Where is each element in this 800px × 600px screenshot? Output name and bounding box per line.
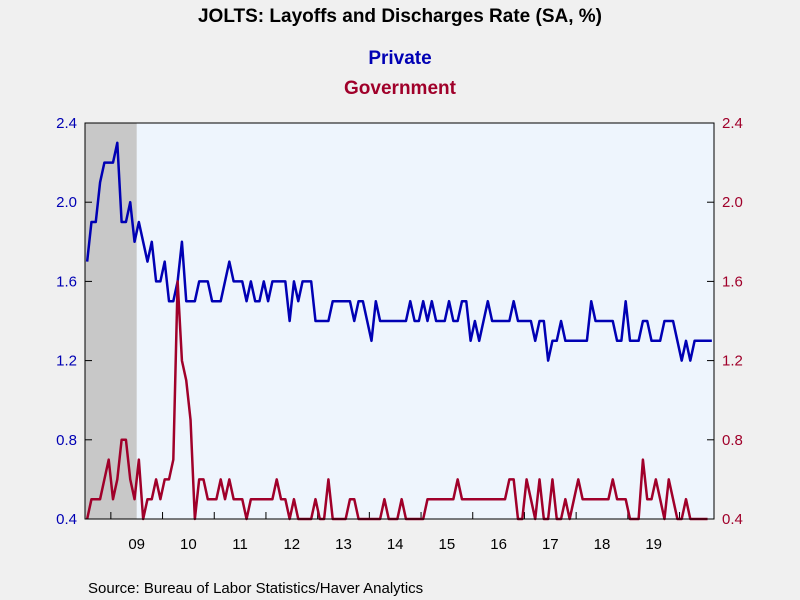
left-tick-label: 2.4 [56,115,77,132]
legend-government: Government [344,78,457,99]
x-tick-label: 11 [232,536,248,553]
right-tick-label: 1.2 [722,353,743,370]
x-tick-label: 17 [542,536,559,553]
source-note: Source: Bureau of Labor Statistics/Haver… [88,580,423,597]
left-tick-label: 0.4 [56,511,77,528]
chart-title: JOLTS: Layoffs and Discharges Rate (SA, … [198,6,602,27]
right-tick-label: 0.4 [722,511,743,528]
x-tick-label: 16 [490,536,507,553]
x-tick-label: 13 [335,536,352,553]
x-tick-label: 18 [594,536,611,553]
x-axis: 09 10 11 12 13 14 15 16 17 18 19 [110,512,681,553]
x-tick-label: 12 [283,536,300,553]
left-tick-label: 1.2 [56,353,77,370]
left-tick-label: 2.0 [56,194,77,211]
left-axis: 0.4 0.8 1.2 1.6 2.0 2.4 [56,115,92,528]
right-tick-label: 2.0 [722,194,743,211]
left-tick-label: 0.8 [56,432,77,449]
x-tick-label: 14 [387,536,404,553]
right-tick-label: 1.6 [722,273,743,290]
series-line-private [85,141,712,362]
left-tick-label: 1.6 [56,273,77,290]
legend-private: Private [368,48,431,69]
x-tick-label: 10 [180,536,197,553]
x-tick-label: 19 [645,536,662,553]
plot-frame [84,122,715,520]
right-tick-label: 2.4 [722,115,743,132]
x-tick-label: 15 [439,536,456,553]
right-tick-label: 0.8 [722,432,743,449]
x-tick-label: 09 [128,536,145,553]
